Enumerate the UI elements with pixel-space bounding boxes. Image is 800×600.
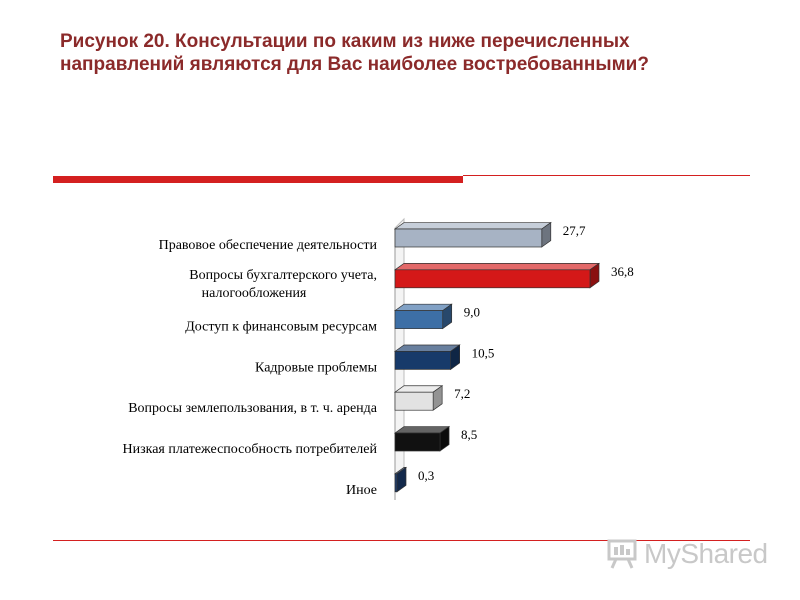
presentation-board-icon: [607, 539, 637, 569]
title-line-2: направлений являются для Вас наиболее во…: [60, 54, 649, 75]
page-title: Рисунок 20. Консультации по каким из ниж…: [60, 30, 760, 76]
category-label-4-0: Вопросы землепользования, в т. ч. аренда: [128, 401, 378, 416]
value-label-3: 10,5: [472, 345, 495, 360]
category-label-0-0: Правовое обеспечение деятельности: [159, 238, 378, 253]
bar-top-0: [393, 222, 552, 230]
category-label-5-0: Низкая платежеспособность потребителей: [123, 442, 378, 457]
bar-1: [394, 269, 591, 289]
bar-5: [394, 432, 441, 452]
bar-0: [394, 228, 543, 248]
title-underline-thick: [53, 176, 463, 183]
value-label-1: 36,8: [611, 264, 634, 279]
watermark: MyShared: [606, 536, 768, 572]
bar-3: [394, 351, 451, 370]
category-label-6-0: Иное: [346, 483, 377, 498]
category-label-1-1: налогообложения: [202, 286, 307, 301]
value-label-0: 27,7: [563, 223, 586, 238]
bar-6: [394, 473, 398, 493]
value-label-2: 9,0: [464, 305, 480, 320]
value-label-5: 8,5: [461, 427, 477, 442]
category-label-2-0: Доступ к финансовым ресурсам: [185, 320, 377, 335]
watermark-text: MyShared: [644, 538, 768, 569]
title-underline-thin: [463, 175, 750, 176]
category-label-1-0: Вопросы бухгалтерского учета,: [189, 268, 377, 283]
bar-top-1: [393, 263, 601, 271]
bar-top-3: [393, 344, 461, 352]
category-label-3-0: Кадровые проблемы: [255, 360, 378, 375]
bar-top-2: [393, 303, 453, 311]
value-label-4: 7,2: [454, 386, 470, 401]
title-line-1: Рисунок 20. Консультации по каким из ниж…: [60, 31, 630, 52]
value-label-6: 0,3: [418, 468, 434, 483]
bar-2: [394, 310, 444, 329]
bar-4: [394, 391, 434, 411]
footer-rule: [53, 540, 750, 541]
